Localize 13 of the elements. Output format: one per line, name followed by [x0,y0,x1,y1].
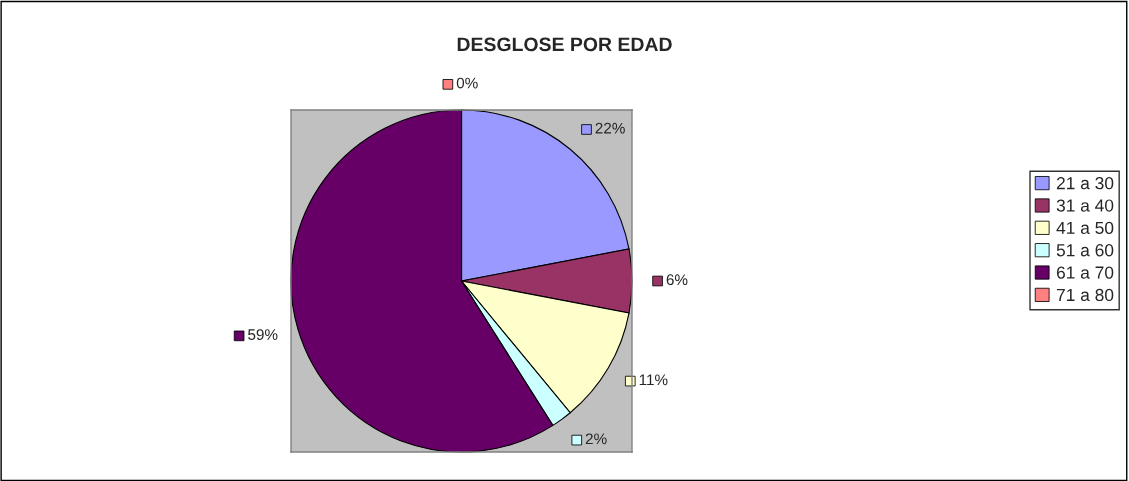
legend-label: 61 a 70 [1056,266,1114,279]
data-label: 22% [595,122,625,134]
legend-label: 71 a 80 [1056,288,1114,302]
data-label: 2% [585,433,607,445]
data-label: 59% [248,329,278,340]
legend-label: 41 a 50 [1056,221,1114,235]
text: 0% [456,77,478,89]
data-label: 11% [639,374,668,386]
chart-title: DESGLOSE POR EDAD [457,37,672,52]
legend-label: 51 a 60 [1056,244,1114,257]
data-label: 6% [666,274,688,286]
legend-label: 21 a 30 [1056,177,1114,190]
legend-label: 31 a 40 [1056,199,1114,212]
